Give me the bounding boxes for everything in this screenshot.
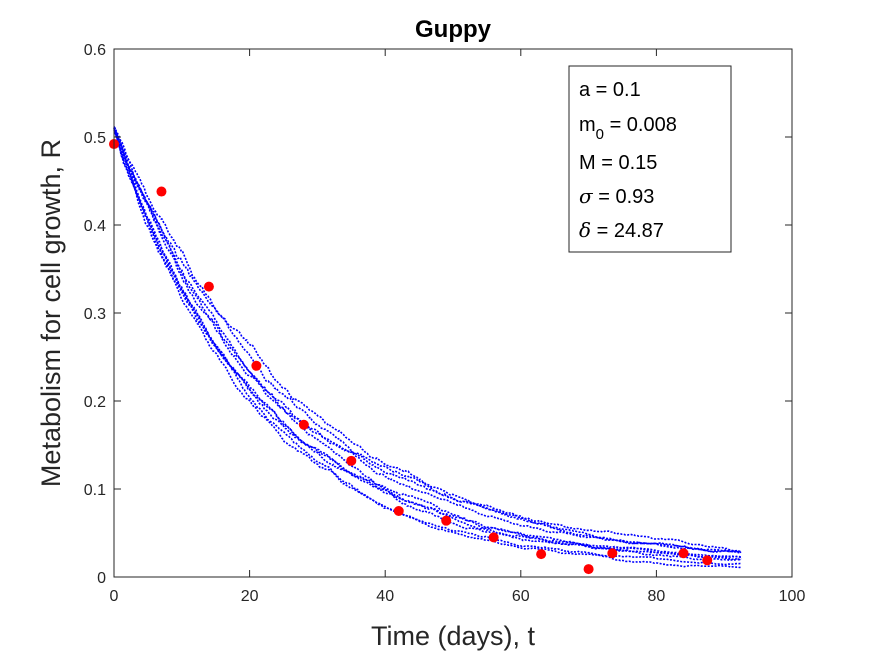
data-point [156,186,167,197]
x-axis-label: Time (days), t [371,621,536,651]
y-tick-label: 0.2 [84,394,106,411]
data-point [678,548,689,559]
data-point [536,549,547,560]
sample-path [113,127,742,554]
x-tick-label: 60 [512,588,530,605]
sample-path [113,129,742,569]
observed-points-layer [109,139,713,575]
x-tick-label: 100 [779,588,806,605]
data-point [583,564,594,575]
legend-line: M = 0.15 [579,152,657,174]
legend-line: δ = 24.87 [579,218,664,242]
y-tick-label: 0.4 [84,218,106,235]
sample-path [113,126,742,553]
data-point [251,360,262,371]
data-point [441,515,452,526]
x-tick-label: 80 [648,588,666,605]
x-tick-label: 20 [241,588,259,605]
y-tick-label: 0 [97,570,106,587]
y-tick-label: 0.1 [84,482,106,499]
data-point [203,281,214,292]
data-point [488,532,499,543]
y-tick-label: 0.3 [84,306,106,323]
sample-path [113,127,742,566]
chart-title: Guppy [415,16,492,43]
y-axis-label: Metabolism for cell growth, R [36,139,66,487]
sample-path [113,127,742,553]
data-point [298,419,309,430]
ticks-layer: 0 20 40 60 80 100 0 0.1 0.2 0.3 0.4 0.5 0.6 [84,42,806,605]
data-point [393,506,404,516]
data-point [346,455,357,466]
simulated-paths-layer [113,126,742,569]
y-tick-label: 0.5 [84,130,106,147]
sample-path [113,128,742,558]
data-point [702,555,713,566]
sample-path [113,127,742,559]
x-tick-label: 40 [376,588,394,605]
sample-path [113,127,742,562]
legend-frame [568,65,732,253]
y-tick-label: 0.6 [84,42,106,59]
parameter-legend: a = 0.1 m0 = 0.008 M = 0.15 σ = 0.93 δ = 24.… [568,65,732,253]
x-tick-label: 0 [110,588,119,605]
legend-line: σ = 0.93 [579,184,654,208]
legend-line: m0 = 0.008 [579,114,677,143]
data-point [607,548,618,559]
legend-line: a = 0.1 [579,79,641,101]
